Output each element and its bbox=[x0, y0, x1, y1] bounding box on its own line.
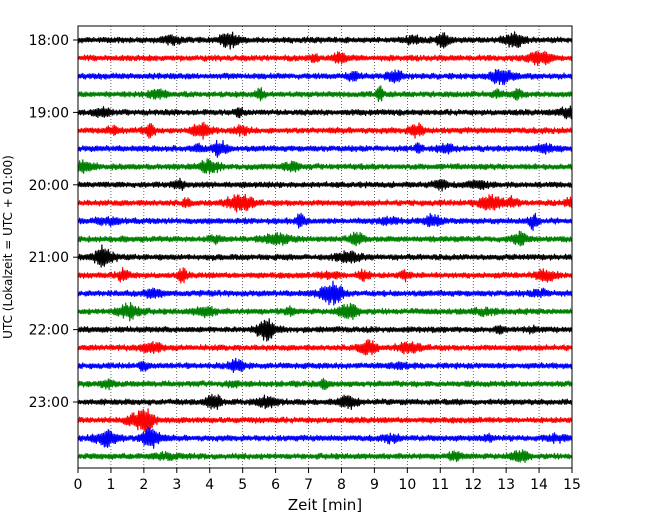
x-tick-label: 11 bbox=[431, 477, 449, 493]
trace-line bbox=[77, 212, 573, 232]
trace-line bbox=[77, 105, 573, 120]
trace-line bbox=[77, 244, 573, 268]
x-tick-label: 14 bbox=[530, 477, 548, 493]
x-tick-label: 8 bbox=[337, 477, 346, 493]
trace-line bbox=[77, 121, 573, 140]
trace-line bbox=[77, 377, 573, 391]
x-tick-label: 13 bbox=[497, 477, 515, 493]
x-tick-label: 3 bbox=[172, 477, 181, 493]
y-axis: 18:00 19:00 20:00 21:00 22:00 23:00 bbox=[29, 33, 78, 411]
x-tick-label: 9 bbox=[370, 477, 379, 493]
trace-line bbox=[77, 408, 573, 435]
x-tick-label: 6 bbox=[271, 477, 280, 493]
trace-line bbox=[77, 69, 573, 86]
x-tick-label: 0 bbox=[74, 477, 83, 493]
y-tick-label: 21:00 bbox=[29, 250, 69, 266]
x-tick-label: 12 bbox=[464, 477, 482, 493]
trace-line bbox=[77, 158, 573, 175]
y-tick-label: 18:00 bbox=[29, 33, 69, 49]
x-tick-label: 1 bbox=[106, 477, 115, 493]
trace-line bbox=[77, 357, 573, 373]
trace-line bbox=[77, 50, 573, 67]
y-tick-label: 20:00 bbox=[29, 178, 69, 194]
trace-line bbox=[77, 449, 573, 463]
trace-line bbox=[77, 31, 573, 50]
trace-line bbox=[77, 426, 573, 449]
y-axis-label: UTC (Lokalzeit = UTC + 01:00) bbox=[1, 155, 15, 339]
x-tick-label: 7 bbox=[304, 477, 313, 493]
trace-line bbox=[77, 139, 573, 158]
trace-line bbox=[77, 177, 573, 192]
trace-line bbox=[77, 393, 573, 410]
trace-line bbox=[77, 193, 573, 213]
x-axis: 0 1 2 3 4 5 6 7 8 9 10 11 12 13 14 15 bbox=[74, 468, 581, 493]
trace-line bbox=[77, 280, 573, 306]
trace-line bbox=[77, 267, 573, 284]
x-tick-label: 4 bbox=[205, 477, 214, 493]
y-tick-label: 23:00 bbox=[29, 395, 69, 411]
y-tick-label: 19:00 bbox=[29, 105, 69, 121]
x-tick-label: 5 bbox=[238, 477, 247, 493]
plot-frame bbox=[77, 25, 573, 469]
x-tick-label: 10 bbox=[398, 477, 416, 493]
trace-line bbox=[77, 338, 573, 356]
trace-line bbox=[77, 302, 573, 322]
trace-line bbox=[77, 318, 573, 342]
x-tick-label: 2 bbox=[139, 477, 148, 493]
y-tick-label: 22:00 bbox=[29, 323, 69, 339]
x-tick-label: 15 bbox=[563, 477, 581, 493]
trace-line bbox=[77, 85, 573, 103]
x-axis-label: Zeit [min] bbox=[288, 496, 362, 514]
trace-line bbox=[77, 230, 573, 247]
trace-layer bbox=[77, 31, 573, 463]
